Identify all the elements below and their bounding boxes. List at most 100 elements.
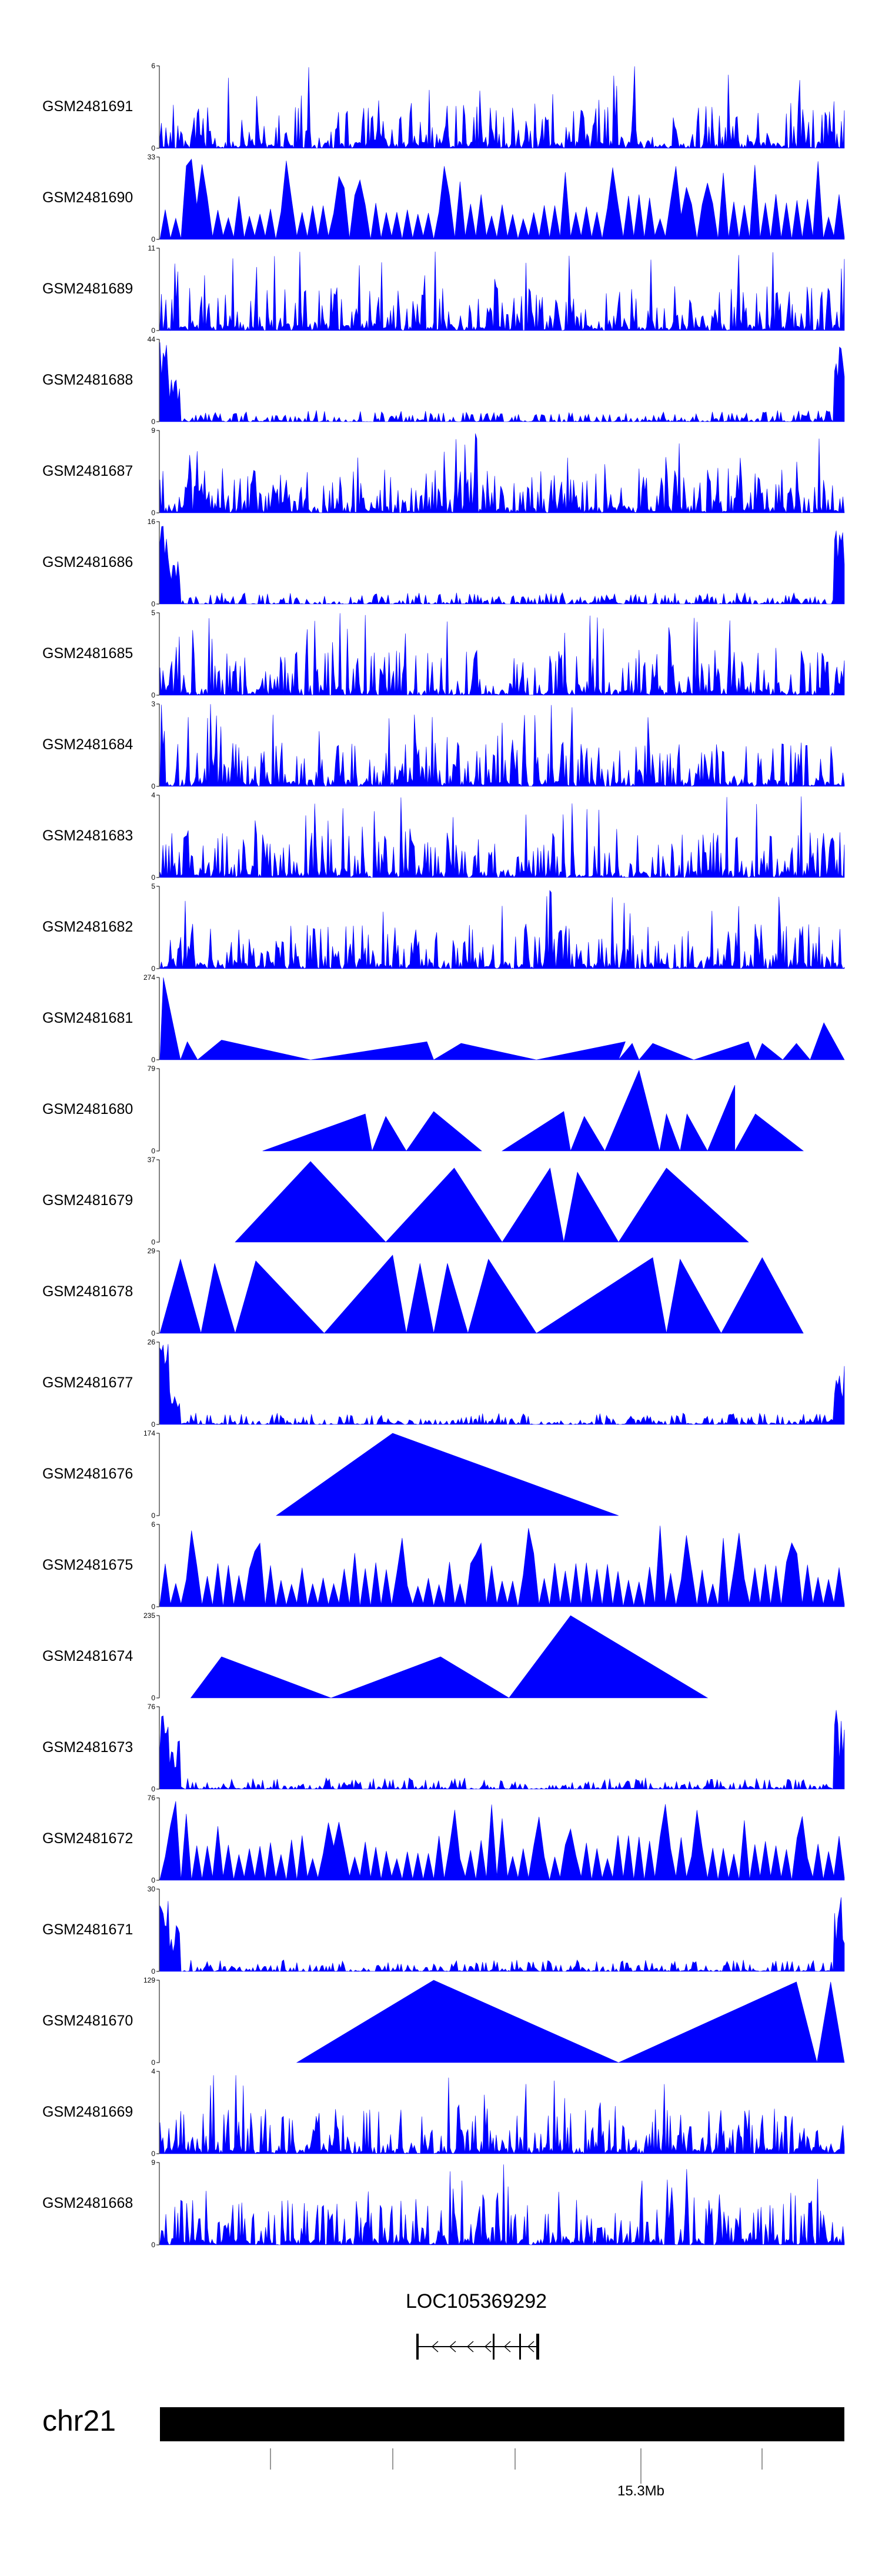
- track-gsm2481676: GSM2481676 174 0: [42, 1429, 619, 1520]
- track-ymax-label: 26: [148, 1338, 156, 1346]
- track-ymax-label: 129: [143, 1976, 155, 1984]
- track-gsm2481674: GSM2481674 235 0: [42, 1611, 709, 1702]
- track-label: GSM2481682: [42, 919, 133, 935]
- gene-model: [416, 2334, 539, 2360]
- gene-exon: [416, 2334, 419, 2360]
- gene-strand-arrow: [431, 2341, 439, 2353]
- track-label: GSM2481671: [42, 1921, 133, 1938]
- track-signal: [159, 2075, 845, 2155]
- track-ymax-label: 30: [148, 1885, 156, 1893]
- track-gsm2481684: GSM2481684 3 0: [42, 700, 845, 790]
- track-gsm2481670: GSM2481670 129 0: [42, 1976, 845, 2067]
- track-gsm2481673: GSM2481673 76 0: [42, 1703, 845, 1793]
- track-gsm2481677: GSM2481677 26 0: [42, 1338, 845, 1429]
- chromosome-position-label: 15.3Mb: [617, 2483, 664, 2499]
- track-ymax-label: 44: [148, 335, 156, 343]
- track-ymax-label: 37: [148, 1156, 156, 1164]
- track-ymax-label: 76: [148, 1703, 156, 1711]
- track-label: GSM2481674: [42, 1648, 133, 1664]
- track-signal: [296, 1980, 845, 2063]
- track-gsm2481682: GSM2481682 5 0: [42, 882, 845, 973]
- track-gsm2481685: GSM2481685 5 0: [42, 609, 845, 699]
- track-gsm2481689: GSM2481689 11 0: [42, 244, 845, 335]
- track-label: GSM2481677: [42, 1374, 133, 1391]
- track-label: GSM2481670: [42, 2013, 133, 2029]
- gene-exon: [493, 2334, 495, 2360]
- track-ymin-label: 0: [151, 1329, 155, 1337]
- track-gsm2481672: GSM2481672 76 0: [42, 1794, 845, 1884]
- track-ymin-label: 0: [151, 1056, 155, 1064]
- track-signal: [235, 1161, 749, 1243]
- track-label: GSM2481676: [42, 1466, 133, 1482]
- track-label: GSM2481672: [42, 1830, 133, 1847]
- track-ymin-label: 0: [151, 2150, 155, 2158]
- gene-exon: [536, 2334, 539, 2360]
- track-ymin-label: 0: [151, 1785, 155, 1793]
- track-ymax-label: 6: [151, 62, 155, 70]
- track-ymax-label: 4: [151, 791, 155, 799]
- track-gsm2481678: GSM2481678 29 0: [42, 1247, 804, 1337]
- track-ymax-label: 11: [148, 244, 156, 252]
- track-signal: [159, 251, 845, 331]
- track-ymin-label: 0: [151, 1238, 155, 1246]
- track-ymin-label: 0: [151, 873, 155, 882]
- track-gsm2481675: GSM2481675 6 0: [42, 1520, 845, 1611]
- track-signal: [159, 613, 845, 696]
- track-ymin-label: 0: [151, 691, 155, 699]
- track-label: GSM2481684: [42, 736, 133, 753]
- gene-annotation: LOC105369292: [406, 2290, 547, 2360]
- track-label: GSM2481679: [42, 1192, 133, 1209]
- chromosome-ideogram: chr21 15.3Mb: [42, 2404, 844, 2499]
- track-ymax-label: 3: [151, 700, 155, 708]
- track-gsm2481690: GSM2481690 33 0: [42, 153, 845, 243]
- track-signal: [159, 1344, 845, 1426]
- track-signal: [262, 1069, 804, 1152]
- track-ymin-label: 0: [151, 509, 155, 517]
- track-ymin-label: 0: [151, 1967, 155, 1976]
- track-label: GSM2481686: [42, 554, 133, 570]
- track-gsm2481687: GSM2481687 9 0: [42, 426, 845, 517]
- track-ymax-label: 33: [148, 153, 156, 161]
- chromosome-ticks: [270, 2448, 763, 2484]
- track-label: GSM2481681: [42, 1010, 133, 1026]
- gene-strand-arrow: [449, 2341, 456, 2353]
- track-signal: [275, 1433, 619, 1516]
- track-label: GSM2481689: [42, 281, 133, 297]
- gene-strand-arrow: [466, 2341, 474, 2353]
- track-ymax-label: 79: [148, 1065, 156, 1073]
- track-ymin-label: 0: [151, 235, 155, 243]
- chromosome-label: chr21: [42, 2404, 116, 2437]
- track-ymax-label: 6: [151, 1520, 155, 1529]
- chromosome-bar: [160, 2407, 844, 2441]
- track-ymin-label: 0: [151, 418, 155, 426]
- track-signal: [159, 1526, 845, 1607]
- track-ymax-label: 5: [151, 609, 155, 617]
- track-signal: [159, 704, 845, 788]
- track-signal: [190, 1615, 709, 1699]
- gene-strand-arrow: [527, 2341, 534, 2353]
- track-signal: [159, 1897, 845, 1973]
- track-signal: [159, 158, 845, 240]
- gene-exon: [519, 2334, 521, 2360]
- track-signal: [159, 526, 845, 605]
- track-ymin-label: 0: [151, 1420, 155, 1429]
- gene-strand-arrow: [503, 2341, 511, 2353]
- track-ymax-label: 9: [151, 426, 155, 435]
- gene-name-label: LOC105369292: [406, 2290, 547, 2313]
- track-gsm2481671: GSM2481671 30 0: [42, 1885, 845, 1976]
- track-ymin-label: 0: [151, 144, 155, 152]
- track-ymin-label: 0: [151, 2058, 155, 2067]
- track-label: GSM2481683: [42, 827, 133, 844]
- track-label: GSM2481691: [42, 98, 133, 115]
- track-ymin-label: 0: [151, 782, 155, 790]
- track-gsm2481688: GSM2481688 44 0: [42, 335, 845, 426]
- track-signal: [159, 977, 845, 1060]
- track-ymax-label: 5: [151, 882, 155, 890]
- track-label: GSM2481678: [42, 1283, 133, 1300]
- track-ymin-label: 0: [151, 1694, 155, 1702]
- track-signal: [159, 2164, 845, 2246]
- track-signal: [159, 433, 845, 514]
- track-gsm2481680: GSM2481680 79 0: [42, 1065, 804, 1155]
- track-label: GSM2481673: [42, 1739, 133, 1756]
- track-ymin-label: 0: [151, 326, 155, 335]
